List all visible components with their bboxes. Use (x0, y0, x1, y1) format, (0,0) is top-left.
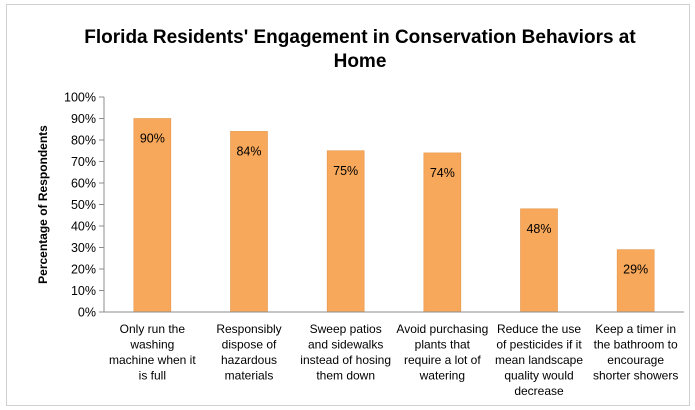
x-category-label: quality would (504, 369, 573, 383)
y-tick-label: 20% (71, 263, 96, 277)
x-category-label: mean landscape (495, 353, 583, 367)
x-category-label: Responsibly (216, 322, 281, 336)
bar (230, 131, 268, 313)
x-category-label: and sidewalks (308, 338, 383, 352)
x-category-label: shorter showers (593, 369, 678, 383)
chart-title: Florida Residents' Engagement in Conserv… (84, 27, 636, 72)
y-tick-label: 90% (71, 112, 96, 126)
x-category-label: Avoid purchasing (396, 322, 488, 336)
x-category-label: the bathroom to (594, 338, 678, 352)
x-category-label: dispose of (222, 338, 277, 352)
x-category-label: decrease (514, 384, 564, 398)
bars: 90% 84% 75% 74% 48% 29% (133, 118, 655, 313)
x-category-label: require a lot of (404, 353, 481, 367)
bar (616, 249, 655, 313)
y-tick-label: 100% (64, 91, 96, 105)
y-tick-label: 10% (71, 284, 96, 298)
y-axis: 0% 10% 20% 30% 40% 50% 60% 70% 80% 90% 100% Percent… (36, 91, 105, 320)
y-tick-label: 30% (71, 241, 96, 255)
x-category-label: hazardous (221, 353, 277, 367)
bar (133, 118, 172, 313)
x-category-label: of pesticides if it (496, 338, 582, 352)
bar-data-label: 84% (236, 144, 261, 158)
y-tick-label: 0% (78, 306, 96, 320)
bar-data-label: 90% (140, 132, 165, 146)
bar-data-label: 48% (526, 222, 551, 236)
y-tick-label: 50% (71, 198, 96, 212)
x-category-label: Only run the (120, 322, 186, 336)
y-tick-label: 40% (71, 220, 96, 234)
x-category-label: plants that (415, 338, 471, 352)
bar-data-label: 29% (623, 263, 648, 277)
chart-title-line: Home (334, 51, 387, 72)
x-category-label: machine when it (109, 353, 196, 367)
y-tick-label: 70% (71, 155, 96, 169)
x-category-label: them down (316, 369, 375, 383)
x-category-label: Sweep patios (310, 322, 382, 336)
bar-data-label: 74% (430, 166, 455, 180)
y-tick-label: 60% (71, 177, 96, 191)
bar-data-label: 75% (333, 164, 358, 178)
x-category-label: watering (419, 369, 465, 383)
bar (520, 208, 558, 313)
x-category-label: Reduce the use (497, 322, 581, 336)
x-category-label: washing (129, 338, 174, 352)
x-category-label: encourage (607, 353, 664, 367)
y-axis-title: Percentage of Respondents (36, 125, 50, 284)
x-category-label: instead of hosing (300, 353, 391, 367)
x-category-label: materials (225, 369, 274, 383)
x-category-label: Keep a timer in (595, 322, 676, 336)
chart-title-line: Florida Residents' Engagement in Conserv… (84, 27, 636, 48)
y-tick-label: 80% (71, 134, 96, 148)
bar (326, 150, 365, 313)
bar (423, 152, 462, 313)
x-category-label: is full (139, 369, 166, 383)
